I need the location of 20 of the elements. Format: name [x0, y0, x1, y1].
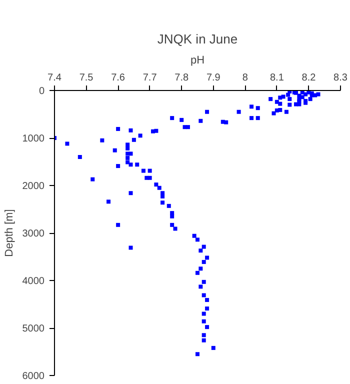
x-tick-label: 8.3	[334, 72, 348, 84]
x-tick-label: 7.5	[79, 72, 94, 84]
y-axis-title: Depth [m]	[3, 209, 16, 257]
x-tick-label: 7.8	[174, 72, 189, 84]
y-tick-label: 0	[38, 86, 45, 97]
x-tick-label: 7.9	[206, 72, 221, 84]
y-tick-label: 2000	[22, 181, 45, 192]
chart-title: JNQK in June	[157, 32, 238, 46]
y-tick-label: 3000	[22, 228, 45, 240]
x-tick-label: 8	[242, 72, 248, 84]
x-tick-label: 7.4	[48, 72, 62, 84]
y-tick-label: 5000	[22, 324, 45, 334]
x-axis-title: pH	[190, 54, 205, 66]
y-tick-label: 4000	[22, 276, 45, 287]
x-tick-label: 8.2	[302, 72, 316, 84]
x-tick-label: 7.6	[111, 72, 126, 84]
x-tick-label: 7.7	[142, 72, 158, 84]
y-tick-label: 1000	[22, 134, 45, 144]
x-tick-label: 8.1	[270, 72, 284, 84]
y-tick-label: 6000	[22, 371, 45, 382]
